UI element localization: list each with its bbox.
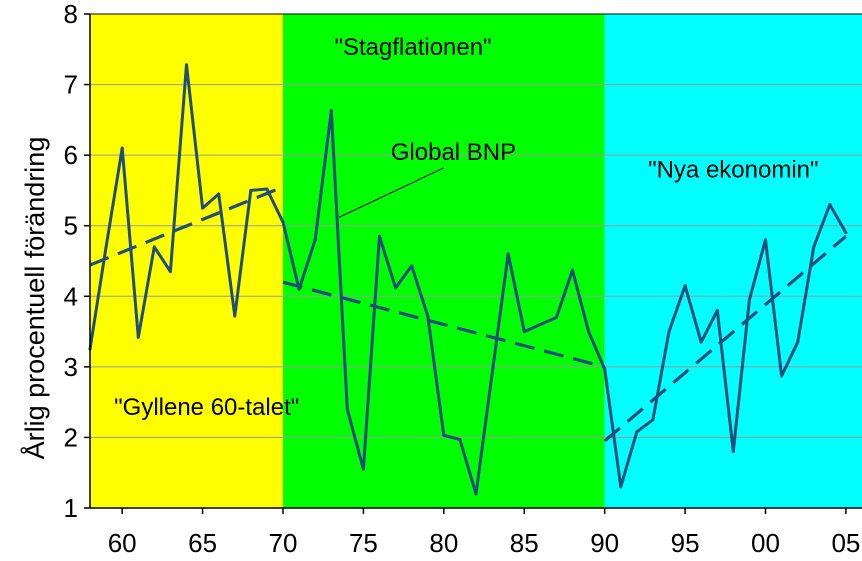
data-point	[587, 330, 591, 334]
region-0	[90, 14, 283, 508]
y-tick-label: 7	[64, 70, 78, 100]
y-tick-label: 1	[64, 493, 78, 523]
y-tick-label: 6	[64, 140, 78, 170]
data-point	[571, 268, 574, 272]
data-point	[201, 206, 205, 210]
data-point	[683, 284, 687, 288]
data-point	[442, 433, 446, 437]
data-point	[522, 330, 526, 334]
pointer-line	[339, 167, 445, 218]
data-point	[699, 340, 703, 344]
y-axis-label: Årlig procentuell förändring	[19, 137, 50, 460]
data-point	[185, 63, 188, 67]
data-point	[394, 286, 398, 290]
data-point	[538, 323, 542, 327]
annotation-bnp: Global BNP	[391, 139, 516, 166]
series-line-0	[88, 63, 848, 496]
data-point	[812, 245, 816, 249]
x-tick-label: 60	[108, 528, 137, 558]
data-point	[490, 372, 494, 376]
trendline-0	[89, 185, 284, 267]
data-point	[764, 238, 767, 242]
data-point	[265, 187, 269, 191]
x-tick-label: 70	[269, 528, 298, 558]
data-point	[249, 188, 253, 192]
annotations: "Gyllene 60-talet" "Stagflationen" Global …	[114, 34, 818, 421]
y-tick-label: 4	[64, 281, 78, 311]
x-tick-label: 90	[590, 528, 619, 558]
x-tick-label: 80	[429, 528, 458, 558]
y-tick-label: 3	[64, 352, 78, 382]
data-point	[747, 298, 751, 302]
data-point	[152, 245, 156, 249]
trendlines	[89, 185, 847, 443]
data-point	[233, 314, 237, 318]
series-lines	[88, 63, 848, 496]
data-point	[329, 109, 333, 113]
y-tick-labels: 1 2 3 4 5 6 7 8	[64, 0, 78, 523]
x-tick-label: 05	[831, 528, 860, 558]
data-point	[217, 192, 221, 196]
trendline-1	[282, 280, 606, 369]
data-point	[297, 287, 301, 291]
data-point	[554, 315, 558, 319]
annotation-stag: "Stagflationen"	[334, 34, 491, 61]
x-tick-labels: 60 65 70 75 80 85 90 95 00 05	[108, 528, 861, 558]
data-point	[651, 418, 655, 422]
data-point	[474, 492, 478, 496]
data-point	[844, 231, 848, 235]
period-regions	[90, 14, 862, 508]
data-point	[361, 467, 365, 471]
data-point	[136, 335, 140, 339]
data-point	[345, 407, 349, 411]
data-point	[168, 270, 172, 274]
data-point	[780, 374, 784, 378]
trendline-2	[603, 235, 847, 443]
data-point	[378, 234, 381, 238]
data-point	[506, 252, 510, 256]
x-tick-label: 75	[349, 528, 378, 558]
annotation-gyllene: "Gyllene 60-talet"	[114, 394, 299, 421]
data-point	[619, 485, 623, 489]
data-point	[731, 450, 735, 454]
region-2	[604, 14, 862, 508]
annotation-nya: "Nya ekonomin"	[648, 157, 818, 184]
data-point	[104, 245, 108, 249]
x-tick-label: 65	[188, 528, 217, 558]
y-tick-label: 8	[64, 0, 78, 29]
data-point	[635, 430, 639, 434]
axes	[84, 13, 862, 514]
annotation-pointer	[339, 167, 445, 218]
data-point	[667, 330, 671, 334]
data-point	[313, 238, 317, 242]
data-point	[828, 203, 832, 207]
x-tick-label: 00	[751, 528, 780, 558]
data-point	[426, 314, 430, 318]
data-point	[715, 308, 719, 312]
data-point	[410, 264, 414, 268]
y-tick-label: 5	[64, 211, 78, 241]
data-point	[796, 340, 800, 344]
data-point	[603, 367, 607, 371]
x-tick-label: 95	[671, 528, 700, 558]
data-point	[281, 220, 285, 224]
data-point	[120, 146, 124, 150]
data-point	[458, 438, 462, 442]
x-tick-label: 85	[510, 528, 539, 558]
y-tick-label: 2	[64, 422, 78, 452]
